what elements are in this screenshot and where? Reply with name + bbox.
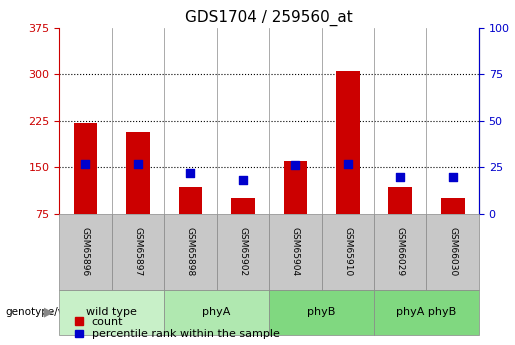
Point bbox=[449, 174, 457, 179]
Text: phyB: phyB bbox=[307, 307, 336, 317]
Text: phyA: phyA bbox=[202, 307, 231, 317]
Text: ▶: ▶ bbox=[44, 306, 54, 319]
Point bbox=[291, 163, 299, 168]
Bar bbox=[284, 161, 307, 214]
Bar bbox=[388, 187, 412, 214]
Text: GSM65902: GSM65902 bbox=[238, 227, 247, 276]
Text: GSM66030: GSM66030 bbox=[448, 227, 457, 276]
Title: GDS1704 / 259560_at: GDS1704 / 259560_at bbox=[185, 10, 353, 26]
Text: GSM65897: GSM65897 bbox=[133, 227, 143, 276]
Text: genotype/variation: genotype/variation bbox=[5, 307, 104, 317]
Bar bbox=[179, 187, 202, 214]
Point bbox=[239, 178, 247, 183]
Point bbox=[134, 161, 142, 166]
Text: wild type: wild type bbox=[86, 307, 137, 317]
Bar bbox=[441, 198, 465, 214]
Bar bbox=[126, 132, 150, 214]
Text: GSM65898: GSM65898 bbox=[186, 227, 195, 276]
Text: GSM65904: GSM65904 bbox=[291, 227, 300, 276]
Text: phyA phyB: phyA phyB bbox=[397, 307, 457, 317]
Point bbox=[186, 170, 195, 176]
Bar bbox=[74, 122, 97, 214]
Text: GSM65896: GSM65896 bbox=[81, 227, 90, 276]
Point bbox=[81, 161, 90, 166]
Bar bbox=[231, 198, 254, 214]
Point bbox=[344, 161, 352, 166]
Legend: count, percentile rank within the sample: count, percentile rank within the sample bbox=[75, 317, 280, 339]
Text: GSM66029: GSM66029 bbox=[396, 227, 405, 276]
Bar bbox=[336, 71, 359, 214]
Point bbox=[396, 174, 404, 179]
Text: GSM65910: GSM65910 bbox=[344, 227, 352, 276]
